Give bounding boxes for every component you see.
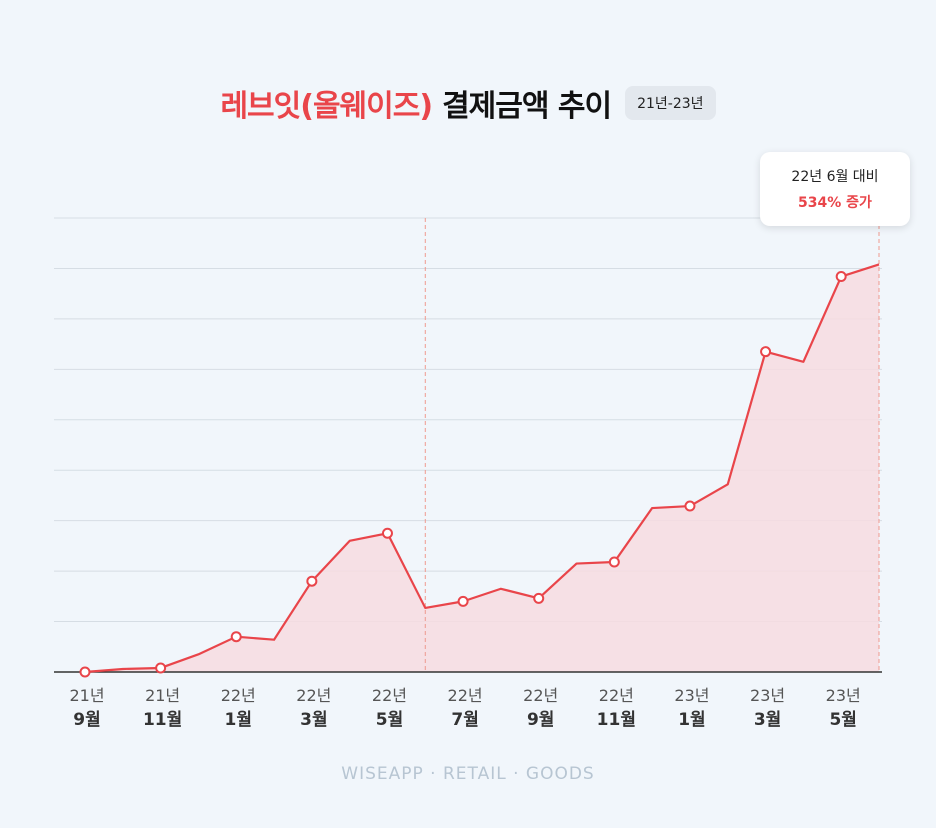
growth-callout: 22년 6월 대비 534% 증가 xyxy=(760,152,910,226)
x-tick-month-label: 3월 xyxy=(300,710,327,730)
x-tick-month-label: 9월 xyxy=(527,710,554,730)
footer-watermark: WISEAPP · RETAIL · GOODS xyxy=(341,764,595,784)
x-tick-month-label: 3월 xyxy=(754,710,781,730)
period-badge: 21년-23년 xyxy=(625,86,716,120)
data-point xyxy=(306,575,318,587)
x-tick-month-label: 11월 xyxy=(143,710,182,730)
x-tick-month-label: 1월 xyxy=(678,710,705,730)
x-tick-month-label: 1월 xyxy=(225,710,252,730)
callout-growth-value: 534% 증가 xyxy=(798,195,872,211)
x-tick-month-label: 7월 xyxy=(451,710,478,730)
x-tick-year-label: 22년 xyxy=(523,686,558,705)
data-point xyxy=(381,527,393,539)
data-point xyxy=(533,592,545,604)
data-point xyxy=(608,556,620,568)
data-point xyxy=(155,662,167,674)
x-tick-year-label: 21년 xyxy=(145,686,180,705)
series-area xyxy=(85,264,879,672)
x-tick-year-label: 22년 xyxy=(372,686,407,705)
data-point xyxy=(684,500,696,512)
x-tick-month-label: 5월 xyxy=(829,710,856,730)
data-point xyxy=(79,666,91,678)
chart-title: 레브잇(올웨이즈) 결제금액 추이 xyxy=(220,81,612,125)
x-tick-year-label: 21년 xyxy=(69,686,104,705)
x-tick-year-label: 23년 xyxy=(826,686,861,705)
x-tick-year-label: 23년 xyxy=(750,686,785,705)
callout-comparison-label: 22년 6월 대비 xyxy=(791,169,879,185)
data-point xyxy=(457,595,469,607)
series-line xyxy=(84,263,880,674)
x-tick-year-label: 22년 xyxy=(221,686,256,705)
x-tick-year-label: 22년 xyxy=(296,686,331,705)
x-tick-month-label: 5월 xyxy=(376,710,403,730)
x-tick-year-label: 22년 xyxy=(599,686,634,705)
title-row: 레브잇(올웨이즈) 결제금액 추이 21년-23년 xyxy=(0,78,936,128)
title-brand: 레브잇(올웨이즈) xyxy=(220,89,433,124)
data-point xyxy=(835,271,847,283)
data-point xyxy=(760,346,772,358)
x-tick-year-label: 22년 xyxy=(448,686,483,705)
x-tick-month-label: 11월 xyxy=(597,710,636,730)
data-point xyxy=(230,631,242,643)
x-tick-month-label: 9월 xyxy=(73,710,100,730)
title-text: 결제금액 추이 xyxy=(442,89,612,124)
x-tick-year-label: 23년 xyxy=(674,686,709,705)
